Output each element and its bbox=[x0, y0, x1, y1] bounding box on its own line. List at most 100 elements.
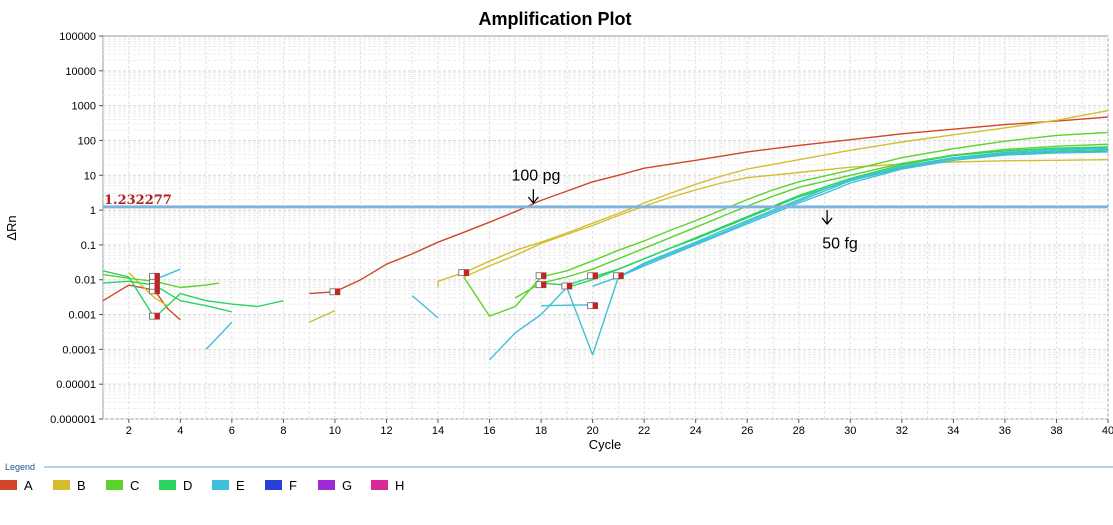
y-tick-label: 0.1 bbox=[81, 240, 96, 252]
series-line-C bbox=[102, 273, 220, 289]
ct-marker-fill bbox=[154, 313, 160, 320]
series-line-E bbox=[541, 304, 593, 307]
x-tick-label: 22 bbox=[638, 425, 650, 437]
series-line-D bbox=[541, 146, 1109, 286]
series-line-E bbox=[488, 147, 1109, 361]
y-tick-label: 0.00001 bbox=[56, 379, 96, 391]
x-tick-label: 26 bbox=[741, 425, 753, 437]
x-tick-label: 20 bbox=[586, 425, 598, 437]
legend-item-D[interactable]: D bbox=[159, 478, 192, 493]
ct-marker-fill bbox=[463, 269, 469, 276]
x-tick-label: 14 bbox=[432, 425, 444, 437]
ct-marker-fill bbox=[334, 288, 340, 295]
x-tick-label: 34 bbox=[947, 425, 959, 437]
x-tick-label: 10 bbox=[329, 425, 341, 437]
series-layer bbox=[102, 109, 1109, 361]
legend-swatch bbox=[53, 480, 70, 490]
legend-swatch bbox=[159, 480, 176, 490]
x-tick-label: 18 bbox=[535, 425, 547, 437]
ct-marker[interactable] bbox=[149, 312, 160, 320]
ct-marker-fill bbox=[566, 283, 572, 290]
legend-swatch bbox=[0, 480, 17, 490]
chart-title: Amplification Plot bbox=[479, 9, 632, 29]
series-line-E bbox=[618, 151, 1109, 278]
ct-marker[interactable] bbox=[587, 272, 599, 280]
y-tick-label: 100000 bbox=[59, 31, 96, 43]
x-tick-label: 16 bbox=[483, 425, 495, 437]
x-tick-label: 4 bbox=[177, 425, 183, 437]
y-axis-label: ΔRn bbox=[4, 215, 19, 240]
legend-item-G[interactable]: G bbox=[318, 478, 352, 493]
x-tick-label: 2 bbox=[126, 425, 132, 437]
annotation-arrow-head bbox=[821, 217, 833, 225]
legend: Legend A B C D E F G H bbox=[0, 462, 1113, 493]
ct-marker[interactable] bbox=[329, 288, 341, 296]
x-tick-label: 24 bbox=[690, 425, 702, 437]
ct-marker[interactable] bbox=[612, 272, 624, 280]
series-line-E bbox=[411, 295, 439, 319]
x-axis-label: Cycle bbox=[589, 437, 622, 452]
legend-label: G bbox=[342, 478, 352, 493]
series-line-A bbox=[309, 116, 1109, 295]
ct-marker[interactable] bbox=[535, 281, 547, 289]
legend-swatch bbox=[265, 480, 282, 490]
legend-item-E[interactable]: E bbox=[212, 478, 245, 493]
ct-marker-fill bbox=[541, 272, 547, 279]
x-tick-label: 28 bbox=[793, 425, 805, 437]
ct-marker[interactable] bbox=[561, 282, 573, 290]
series-line-E bbox=[205, 321, 233, 350]
series-B bbox=[128, 109, 1109, 323]
y-tick-label: 100 bbox=[78, 135, 96, 147]
ct-marker-fill bbox=[541, 281, 547, 288]
legend-swatch bbox=[371, 480, 388, 490]
annotation-label: 100 pg bbox=[511, 168, 560, 185]
ct-marker[interactable] bbox=[535, 272, 547, 280]
series-E bbox=[154, 147, 1109, 361]
x-tick-label: 30 bbox=[844, 425, 856, 437]
y-tick-label: 1000 bbox=[72, 101, 96, 113]
ct-marker-fill bbox=[154, 273, 160, 280]
legend-swatch bbox=[212, 480, 229, 490]
y-tick-label: 0.0001 bbox=[62, 344, 96, 356]
marker-layer bbox=[149, 269, 624, 320]
y-tick-label: 1 bbox=[90, 205, 96, 217]
legend-item-H[interactable]: H bbox=[371, 478, 404, 493]
x-axis-ticks: 2 4 6 8 10 12 14 16 18 20 22 24 26 28 30 32 34 36 38 40 bbox=[126, 419, 1113, 437]
x-tick-label: 32 bbox=[896, 425, 908, 437]
legend-swatch bbox=[318, 480, 335, 490]
annotation-layer: 100 pg 50 fg bbox=[511, 168, 857, 253]
ct-marker[interactable] bbox=[587, 302, 599, 310]
legend-label: A bbox=[24, 478, 33, 493]
x-tick-label: 36 bbox=[999, 425, 1011, 437]
ct-marker-fill bbox=[618, 272, 624, 279]
ct-marker[interactable] bbox=[149, 282, 160, 290]
y-tick-label: 0.000001 bbox=[50, 414, 96, 426]
annotation-arrow-head bbox=[527, 196, 539, 204]
x-tick-label: 6 bbox=[229, 425, 235, 437]
threshold-layer: 1.232277 bbox=[103, 193, 1108, 209]
legend-item-C[interactable]: C bbox=[106, 478, 139, 493]
series-line-B bbox=[308, 309, 336, 323]
threshold-label: 1.232277 bbox=[104, 193, 172, 208]
legend-title: Legend bbox=[5, 462, 35, 472]
x-tick-label: 12 bbox=[380, 425, 392, 437]
legend-item-F[interactable]: F bbox=[265, 478, 297, 493]
legend-item-A[interactable]: A bbox=[0, 478, 33, 493]
series-line-B bbox=[128, 272, 168, 307]
legend-label: H bbox=[395, 478, 404, 493]
legend-label: F bbox=[289, 478, 297, 493]
series-line-D bbox=[102, 270, 284, 319]
legend-item-B[interactable]: B bbox=[53, 478, 86, 493]
ct-marker[interactable] bbox=[149, 272, 160, 280]
series-line-B bbox=[463, 159, 1109, 278]
annotation-label: 50 fg bbox=[822, 235, 858, 252]
y-tick-label: 0.01 bbox=[75, 275, 96, 287]
y-tick-label: 10 bbox=[84, 170, 96, 182]
ct-marker-fill bbox=[154, 283, 160, 290]
x-tick-label: 40 bbox=[1102, 425, 1113, 437]
ct-marker-fill bbox=[154, 287, 160, 294]
ct-marker-fill bbox=[154, 277, 160, 284]
ct-marker[interactable] bbox=[458, 269, 470, 277]
legend-swatch bbox=[106, 480, 123, 490]
series-line-B bbox=[437, 109, 1109, 288]
